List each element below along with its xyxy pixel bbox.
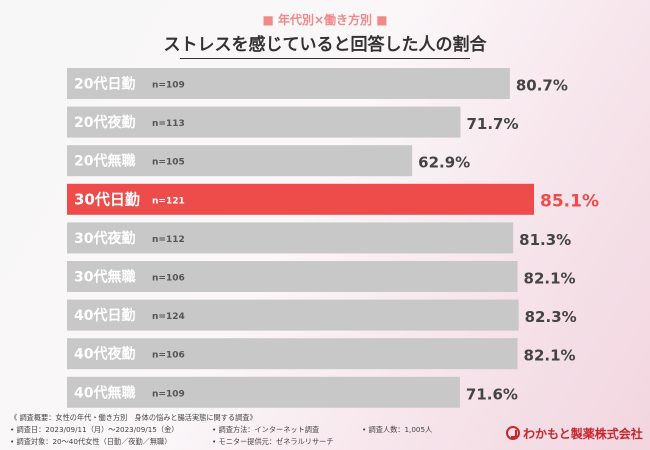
bar-category-label: 40代日勤	[74, 307, 135, 324]
bar	[67, 299, 519, 331]
title-underline	[180, 58, 470, 59]
bar	[67, 68, 510, 99]
company-name: わかもと製薬株式会社	[523, 426, 643, 441]
bar-value-label: 80.7%	[516, 77, 568, 95]
survey-method: • 調査方法：インターネット調査	[212, 425, 320, 434]
bar-n-label: n=121	[152, 196, 185, 206]
bar-n-label: n=124	[152, 312, 185, 322]
bar-n-label: n=109	[152, 81, 185, 91]
bar	[67, 261, 518, 292]
bar-n-label: n=105	[152, 158, 185, 168]
wakamoto-logo-icon	[506, 426, 520, 440]
chart-subtitle: ■ 年代別×働き方別 ■	[262, 13, 388, 27]
bar-category-label: 40代夜勤	[74, 346, 135, 363]
bar-n-label: n=106	[152, 274, 185, 284]
survey-summary: 《 調査概要：女性の年代・働き方別 身体の悩みと腸活実態に関する調査》	[10, 413, 257, 422]
bar-value-label: 71.6%	[466, 385, 518, 403]
bar-category-label: 30代日勤	[74, 190, 140, 208]
bar-value-label: 82.3%	[525, 308, 577, 326]
bar-category-label: 20代無職	[74, 153, 135, 170]
bar	[67, 145, 413, 177]
bar	[67, 338, 518, 370]
survey-date: • 調査日：2023/09/11（月）〜2023/09/15（金）	[10, 425, 179, 434]
bar-category-label: 20代夜勤	[74, 114, 135, 131]
bar	[67, 222, 514, 254]
bar-category-label: 20代日勤	[74, 76, 135, 93]
bar-value-label: 62.9%	[418, 154, 470, 172]
chart-title: ストレスを感じていると回答した人の割合	[163, 35, 487, 55]
bar-category-label: 30代無職	[74, 269, 135, 286]
bar	[67, 106, 461, 138]
survey-footer: 《 調査概要：女性の年代・働き方別 身体の悩みと腸活実態に関する調査》 • 調査…	[10, 412, 640, 448]
survey-provider: • モニター提供元：ゼネラルリサーチ	[212, 437, 334, 446]
bar-value-label: 82.1%	[524, 270, 576, 288]
bar-n-label: n=106	[152, 351, 185, 361]
survey-target: • 調査対象：20〜40代女性（日勤／夜勤／無職）	[10, 437, 172, 446]
bar-value-label: 71.7%	[466, 115, 518, 133]
bar-n-label: n=113	[152, 119, 185, 129]
bar	[67, 183, 534, 215]
company-logo: わかもと製薬株式会社	[506, 424, 643, 442]
bar-chart: 20代日勤 n=109 80.7% 20代夜勤 n=113 71.7% 20代無職 n=105…	[67, 68, 599, 408]
bar	[67, 376, 460, 408]
survey-count: • 調査人数：1,005人	[362, 425, 433, 434]
bar-value-label: 82.1%	[524, 347, 576, 365]
bar-value-label: 85.1%	[540, 191, 599, 211]
bar-category-label: 30代夜勤	[74, 230, 135, 247]
bar-category-label: 40代無職	[74, 384, 135, 401]
bar-value-label: 81.3%	[519, 231, 571, 249]
bar-n-label: n=112	[152, 235, 185, 245]
bar-n-label: n=109	[152, 389, 185, 399]
